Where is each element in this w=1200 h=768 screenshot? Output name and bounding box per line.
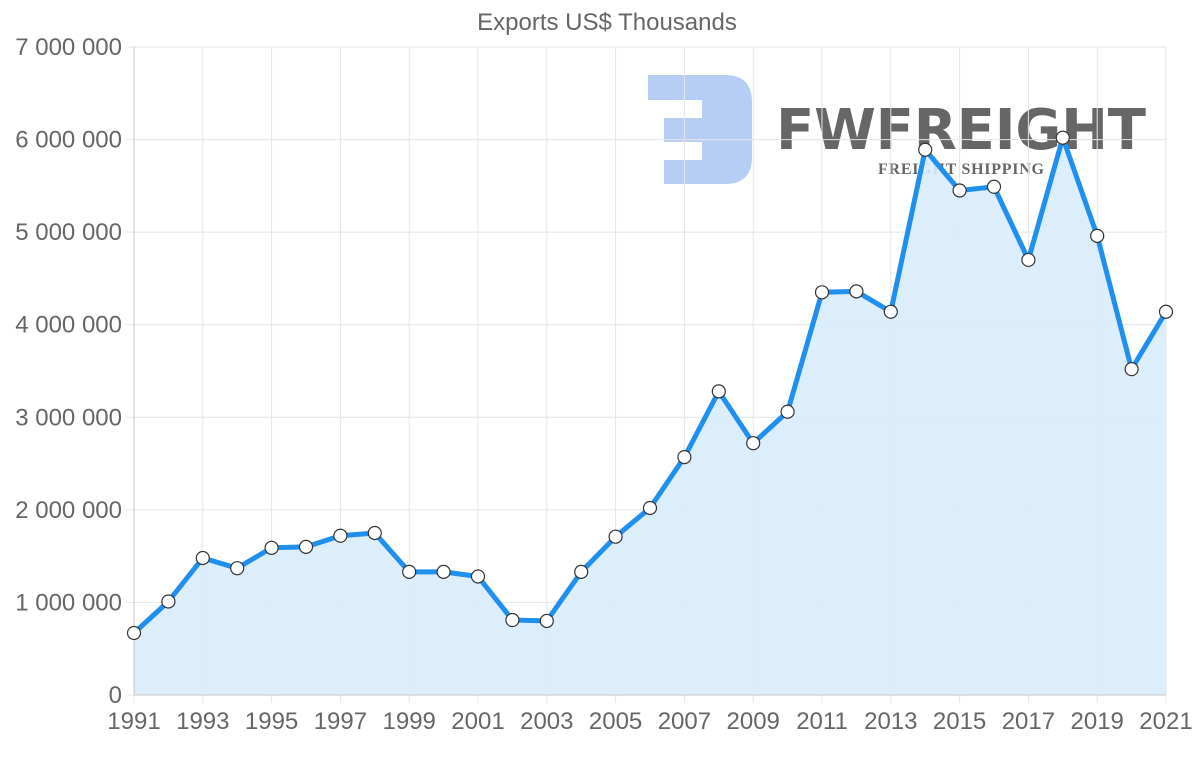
watermark-tagline: FREIGHT SHIPPING: [878, 161, 1045, 178]
data-point-marker[interactable]: [677, 449, 692, 465]
y-tick-label: 1 000 000: [15, 589, 122, 616]
x-tick-label: 2005: [589, 708, 642, 735]
y-tick-label: 5 000 000: [15, 219, 122, 246]
data-point-marker[interactable]: [780, 404, 795, 419]
data-point-marker[interactable]: [333, 528, 348, 543]
data-point-marker[interactable]: [642, 500, 658, 516]
data-point-marker[interactable]: [470, 569, 486, 584]
data-point-marker[interactable]: [711, 384, 726, 399]
data-point-marker[interactable]: [264, 540, 279, 555]
x-tick-label: 2007: [658, 708, 711, 735]
y-tick-label: 3 000 000: [15, 404, 122, 431]
y-axis-tick-labels: 0 1 000 000 2 000 000 3 000 000 4 000 000 5 0…: [15, 34, 122, 709]
x-tick-label: 2003: [520, 708, 573, 735]
data-point-marker[interactable]: [849, 284, 864, 299]
series-markers: [126, 130, 1174, 641]
data-point-marker[interactable]: [883, 304, 898, 319]
data-point-marker[interactable]: [574, 564, 589, 579]
x-tick-label: 2019: [1071, 708, 1124, 735]
x-tick-label: 2009: [727, 708, 780, 735]
data-point-marker[interactable]: [1124, 362, 1139, 377]
data-point-marker[interactable]: [367, 525, 382, 541]
data-point-marker[interactable]: [746, 436, 761, 451]
x-tick-label: 2013: [864, 708, 917, 735]
data-point-marker[interactable]: [230, 561, 245, 576]
data-point-marker[interactable]: [298, 539, 314, 554]
data-point-marker[interactable]: [814, 285, 830, 300]
chart-axes: [133, 47, 1166, 696]
data-point-marker[interactable]: [1055, 130, 1070, 145]
y-tick-label: 2 000 000: [15, 497, 122, 524]
data-point-marker[interactable]: [402, 564, 417, 579]
chart-title: Exports US$ Thousands: [477, 9, 737, 36]
y-tick-label: 0: [109, 682, 122, 709]
data-point-marker[interactable]: [1158, 304, 1174, 319]
watermark-emblem-icon: [648, 75, 752, 184]
data-point-marker[interactable]: [195, 550, 210, 566]
y-tick-label: 6 000 000: [15, 127, 122, 154]
x-tick-label: 2017: [1002, 708, 1055, 735]
data-point-marker[interactable]: [505, 612, 520, 628]
x-axis-tick-labels: 1991 1993 1995 1997 1999 2001 2003 2005 2007 2009…: [107, 708, 1192, 735]
x-tick-label: 2021: [1139, 708, 1192, 735]
x-tick-label: 1995: [245, 708, 298, 735]
x-tick-label: 1997: [314, 708, 367, 735]
y-tick-label: 4 000 000: [15, 312, 122, 339]
x-tick-label: 1991: [107, 708, 160, 735]
data-point-marker[interactable]: [608, 529, 623, 544]
data-point-marker[interactable]: [1021, 252, 1036, 268]
data-point-marker[interactable]: [1090, 228, 1105, 243]
y-tick-label: 7 000 000: [15, 34, 122, 61]
data-point-marker[interactable]: [436, 564, 451, 579]
data-point-marker[interactable]: [952, 183, 967, 198]
data-point-marker[interactable]: [986, 179, 1002, 194]
x-tick-label: 2011: [796, 708, 848, 735]
x-tick-label: 2015: [933, 708, 986, 735]
data-point-marker[interactable]: [161, 594, 176, 609]
data-point-marker[interactable]: [918, 142, 933, 157]
x-tick-label: 2001: [451, 708, 504, 735]
watermark-brand: FWFREIGHT: [776, 98, 1146, 163]
x-tick-label: 1993: [176, 708, 229, 735]
data-point-marker[interactable]: [539, 613, 554, 629]
x-tick-label: 1999: [383, 708, 436, 735]
data-point-marker[interactable]: [126, 625, 142, 641]
